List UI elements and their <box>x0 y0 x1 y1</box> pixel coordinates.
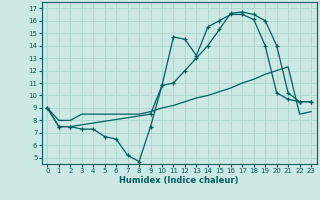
X-axis label: Humidex (Indice chaleur): Humidex (Indice chaleur) <box>119 176 239 185</box>
